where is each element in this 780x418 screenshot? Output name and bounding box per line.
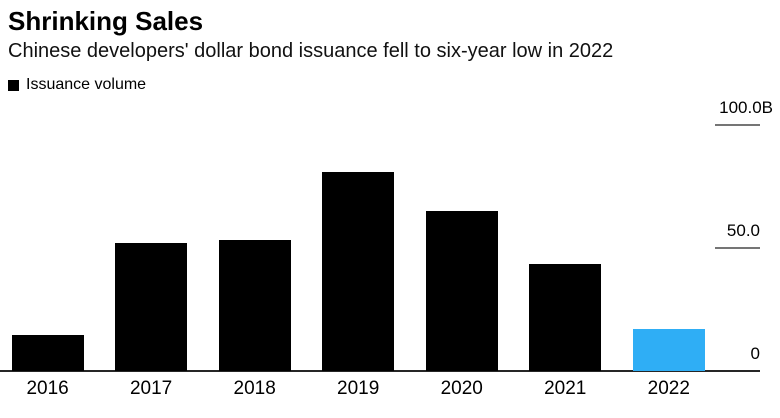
x-axis-baseline [0, 370, 760, 372]
x-tick-label-2019: 2019 [337, 378, 380, 399]
y-tick-label-100: 100.0B [719, 98, 773, 117]
x-tick-label-2017: 2017 [129, 378, 173, 399]
x-tick-label-2016: 2016 [26, 378, 69, 399]
chart-title: Shrinking Sales [8, 6, 204, 36]
chart-subtitle: Chinese developers' dollar bond issuance… [8, 40, 614, 62]
bar-2021 [529, 263, 602, 371]
y-tick-label-50: 50.0 [726, 221, 760, 240]
x-tick-label-2018: 2018 [233, 378, 276, 399]
legend-swatch-icon [8, 79, 19, 91]
bar-2016 [11, 334, 84, 371]
bar-2020 [425, 211, 498, 371]
y-tick-line-100 [715, 124, 760, 126]
x-tick-label-2020: 2020 [440, 378, 483, 399]
bar-2018 [218, 239, 291, 371]
legend-label: Issuance volume [26, 76, 147, 93]
bar-2019 [322, 171, 395, 371]
bar-2022 [632, 329, 705, 371]
legend: Issuance volume [8, 76, 146, 94]
bar-2017 [115, 243, 188, 371]
y-tick-label-0: 0 [750, 344, 760, 363]
y-tick-line-50 [715, 247, 760, 249]
x-tick-label-2021: 2021 [544, 378, 587, 399]
x-tick-label-2022: 2022 [647, 378, 690, 399]
